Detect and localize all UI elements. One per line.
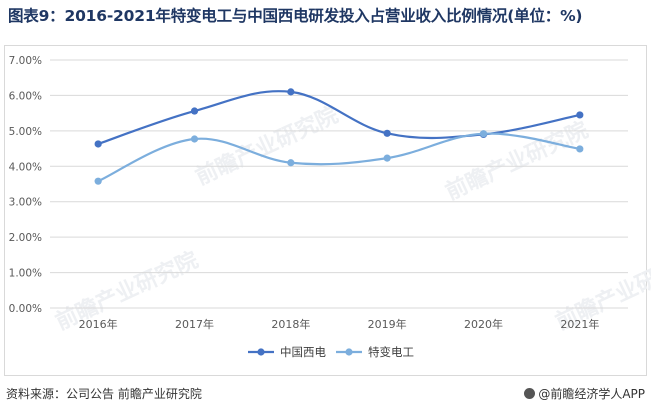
watermark-text: 前瞻产业研究院 <box>192 102 343 191</box>
brand-label: @前瞻经济学人APP <box>538 387 645 401</box>
chart-title: 图表9：2016-2021年特变电工与中国西电研发投入占营业收入比例情况(单位：… <box>8 7 583 25</box>
x-tick-label: 2016年 <box>79 317 118 331</box>
y-tick-label: 0.00% <box>9 303 42 315</box>
data-point <box>190 107 199 115</box>
legend-marker-2 <box>345 348 353 356</box>
data-point <box>287 88 295 96</box>
data-point <box>479 130 488 138</box>
data-point <box>190 135 199 143</box>
y-tick-label: 3.00% <box>9 197 42 209</box>
series-line-1 <box>97 90 581 146</box>
legend-label-2: 特变电工 <box>368 345 414 359</box>
x-tick-label: 2017年 <box>175 317 214 331</box>
data-point <box>383 154 391 162</box>
y-tick-label: 2.00% <box>9 232 42 244</box>
y-tick-label: 6.00% <box>9 90 42 102</box>
series-layer <box>94 88 584 185</box>
x-tick-label: 2021年 <box>560 317 599 331</box>
series-line-2 <box>97 132 581 183</box>
y-tick-label: 7.00% <box>9 55 42 67</box>
data-point <box>576 111 584 119</box>
data-point <box>287 159 295 167</box>
y-tick-label: 4.00% <box>9 161 42 173</box>
legend: 中国西电 特变电工 <box>248 345 414 359</box>
brand-note: @前瞻经济学人APP <box>524 385 645 402</box>
x-tick-label: 2020年 <box>464 317 503 331</box>
legend-label-1: 中国西电 <box>280 345 326 359</box>
data-point <box>383 129 391 137</box>
y-tick-label: 1.00% <box>9 268 42 280</box>
data-point <box>94 140 102 148</box>
chart-frame <box>4 45 647 376</box>
x-tick-label: 2018年 <box>271 317 310 331</box>
data-point <box>94 177 102 185</box>
data-point <box>576 145 584 153</box>
source-note: 资料来源：公司公告 前瞻产业研究院 <box>6 387 202 401</box>
x-tick-label: 2019年 <box>368 317 407 331</box>
legend-marker-1 <box>257 348 265 356</box>
brand-logo-icon <box>524 388 536 399</box>
y-tick-label: 5.00% <box>9 126 42 138</box>
x-axis-ticks: 2016年 2017年 2018年 2019年 2020年 2021年 <box>79 317 600 331</box>
grid-lines <box>50 59 628 309</box>
y-axis-ticks: 0.00% 1.00% 2.00% 3.00% 4.00% 5.00% 6.00% 7.00% <box>9 55 42 315</box>
